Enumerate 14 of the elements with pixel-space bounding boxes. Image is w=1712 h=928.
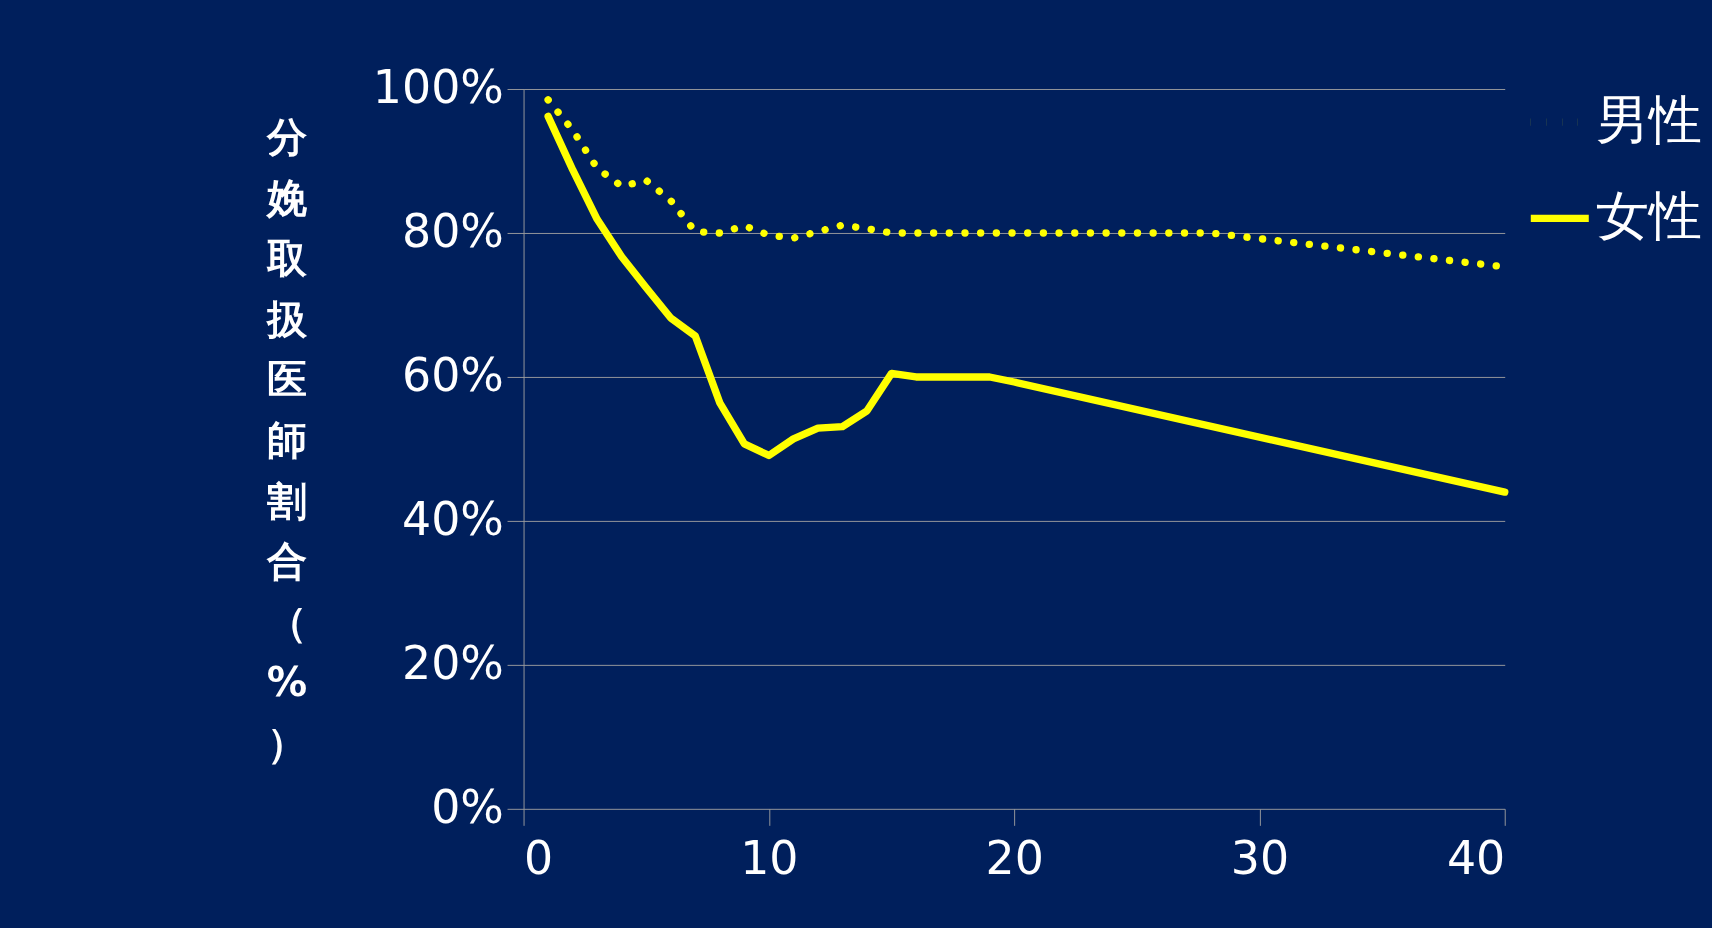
y-tick-label: 20%	[402, 636, 504, 691]
x-tick-label: 40	[1446, 830, 1506, 885]
y-tick-label: 0%	[431, 780, 504, 835]
y-tick-label: 40%	[402, 492, 504, 547]
x-tick-label: 0	[524, 830, 554, 885]
y-tick-label: 100%	[372, 60, 504, 115]
legend-label: 女性	[1596, 184, 1703, 247]
legend-label: 男性	[1596, 88, 1703, 151]
y-tick-label: 60%	[402, 348, 504, 403]
text: 分娩取扱医師割合（%）	[266, 114, 308, 767]
y-tick-label: 80%	[402, 204, 504, 259]
x-tick-label: 20	[985, 830, 1044, 885]
x-tick-label: 30	[1230, 830, 1290, 885]
x-tick-label: 10	[740, 830, 799, 885]
